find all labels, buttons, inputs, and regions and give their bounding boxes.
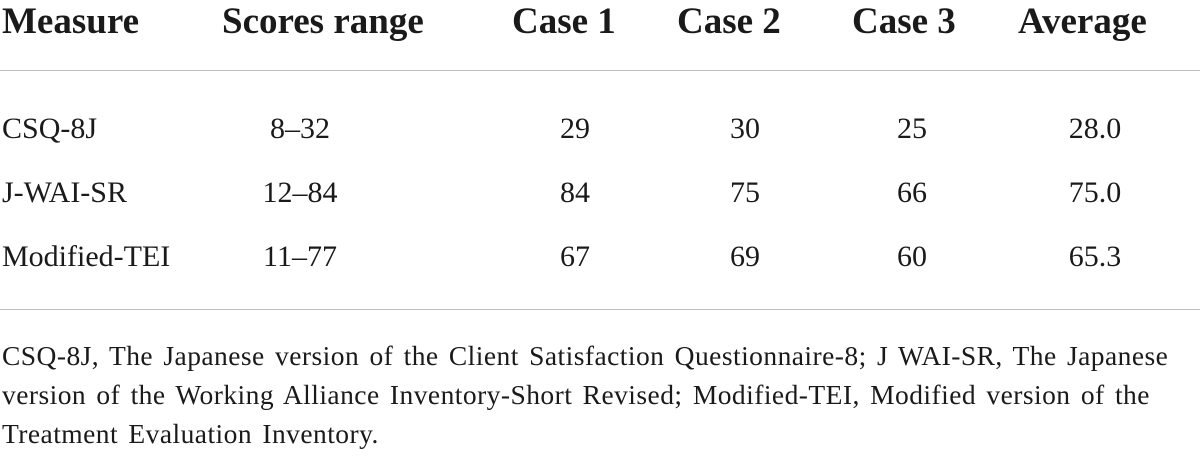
header-divider [0, 70, 1200, 71]
cell-scores-range: 11–77 [263, 240, 337, 273]
cell-case-2: 69 [730, 240, 760, 273]
header-case-2: Case 2 [677, 0, 781, 42]
header-average: Average [1018, 0, 1147, 42]
table-header-row: Measure Scores range Case 1 Case 2 Case … [0, 0, 1200, 42]
table-footnote: CSQ-8J, The Japanese version of the Clie… [2, 340, 1169, 449]
header-measure: Measure [2, 0, 139, 42]
cell-case-2: 30 [730, 112, 760, 145]
cell-case-1: 84 [560, 176, 590, 209]
cell-scores-range: 8–32 [270, 112, 330, 145]
cell-scores-range: 12–84 [262, 176, 338, 209]
cell-measure: Modified-TEI [2, 240, 171, 273]
cell-case-3: 66 [897, 176, 927, 209]
header-case-3: Case 3 [852, 0, 956, 42]
table-row: J-WAI-SR 12–84 84 75 66 75.0 [0, 168, 1200, 218]
cell-case-1: 67 [560, 240, 590, 273]
cell-average: 65.3 [1068, 240, 1122, 273]
cell-average: 75.0 [1068, 176, 1122, 209]
cell-case-3: 25 [897, 112, 927, 145]
header-case-1: Case 1 [512, 0, 616, 42]
table-row: Modified-TEI 11–77 67 69 60 65.3 [0, 232, 1200, 282]
table-row: CSQ-8J 8–32 29 30 25 28.0 [0, 104, 1200, 154]
cell-average: 28.0 [1068, 112, 1122, 145]
cell-case-1: 29 [560, 112, 590, 145]
cell-case-3: 60 [897, 240, 927, 273]
footnote-divider [0, 309, 1200, 310]
cell-measure: CSQ-8J [2, 112, 98, 145]
header-scores-range: Scores range [222, 0, 424, 42]
cell-measure: J-WAI-SR [2, 176, 127, 209]
cell-case-2: 75 [730, 176, 760, 209]
